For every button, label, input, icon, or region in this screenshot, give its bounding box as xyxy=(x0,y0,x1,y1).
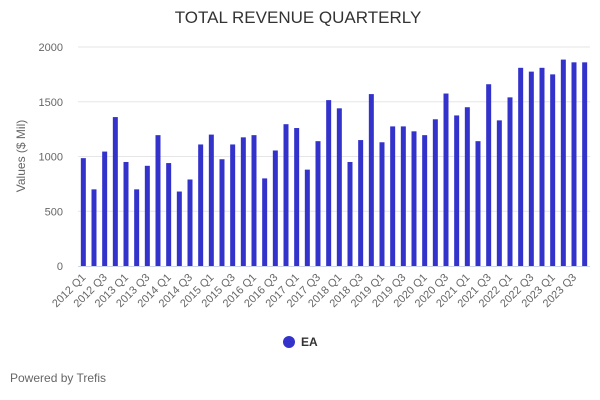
bar xyxy=(336,108,342,266)
bar xyxy=(496,120,502,267)
bar xyxy=(464,107,470,266)
legend[interactable]: EA xyxy=(283,335,318,349)
bar xyxy=(134,189,140,266)
bar xyxy=(528,71,534,266)
y-tick-label: 2000 xyxy=(39,42,63,54)
bar xyxy=(304,169,310,266)
bar xyxy=(144,165,150,266)
bar xyxy=(368,94,374,267)
y-tick-label: 1000 xyxy=(39,152,63,164)
bar xyxy=(155,135,161,266)
bar xyxy=(379,142,385,266)
bar xyxy=(91,189,97,266)
bar xyxy=(294,128,300,266)
bar xyxy=(176,191,182,266)
bar xyxy=(422,135,428,266)
legend-marker-icon xyxy=(283,336,295,348)
bar xyxy=(390,126,396,266)
bar xyxy=(166,163,172,266)
y-tick-label: 500 xyxy=(45,206,63,218)
bar xyxy=(539,67,545,267)
bar xyxy=(123,161,129,266)
y-axis-title: Values ($ Mil) xyxy=(14,120,28,192)
bar xyxy=(283,124,289,266)
bar xyxy=(208,134,214,266)
bar xyxy=(347,161,353,266)
bar xyxy=(262,178,268,266)
bar xyxy=(198,144,204,266)
bar xyxy=(411,131,417,266)
bar xyxy=(507,97,513,267)
chart-title: TOTAL REVENUE QUARTERLY xyxy=(174,8,422,27)
bar xyxy=(187,179,193,266)
bar xyxy=(475,141,481,266)
bar xyxy=(251,135,257,266)
bar xyxy=(400,126,406,266)
bar xyxy=(315,141,321,266)
bar xyxy=(358,140,364,266)
legend-label: EA xyxy=(301,335,318,349)
y-tick-label: 0 xyxy=(57,261,63,273)
bar xyxy=(230,144,236,266)
y-tick-label: 1500 xyxy=(39,97,63,109)
bar xyxy=(582,62,588,266)
bar xyxy=(443,93,449,266)
bar xyxy=(432,119,438,267)
bar xyxy=(326,100,332,266)
bar xyxy=(219,159,225,266)
bar xyxy=(486,84,492,266)
bar xyxy=(571,62,577,266)
bar xyxy=(560,59,566,266)
bar xyxy=(454,115,460,266)
bar xyxy=(112,117,118,266)
bar xyxy=(80,158,86,266)
bar xyxy=(102,151,108,266)
bar xyxy=(518,67,524,267)
bar xyxy=(550,74,556,266)
bar xyxy=(272,150,278,266)
bar xyxy=(240,137,246,266)
powered-by-text: Powered by Trefis xyxy=(10,371,107,385)
